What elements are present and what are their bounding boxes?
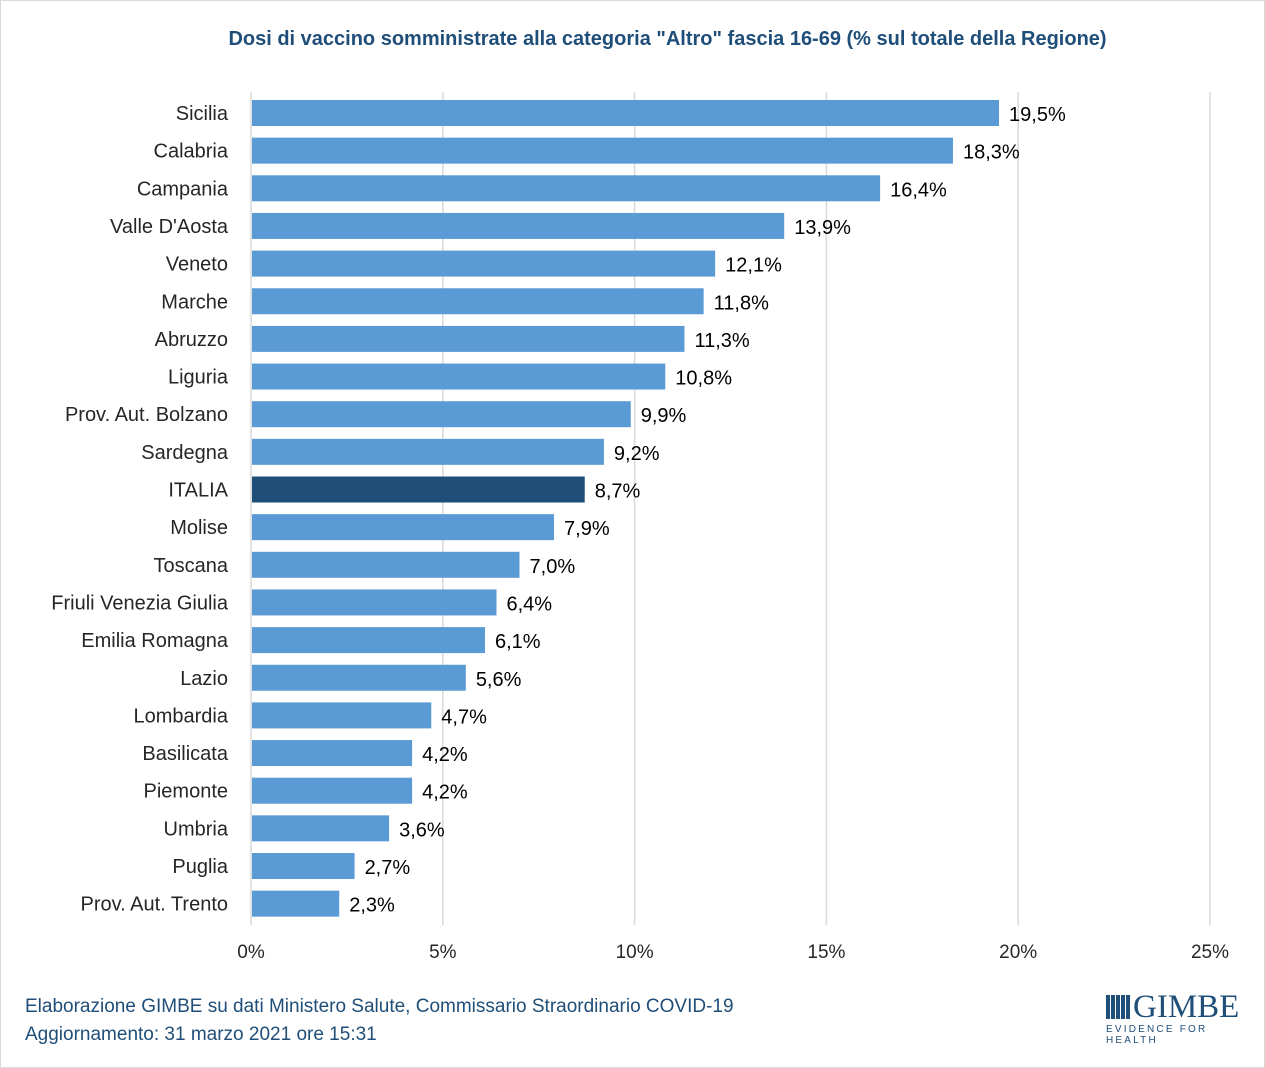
- x-axis-ticks: 0% 5% 10% 15% 20% 25%: [237, 942, 1229, 963]
- category-label: Campania: [137, 178, 229, 200]
- category-label: Toscana: [154, 555, 229, 577]
- bar-sicilia: [252, 100, 1000, 126]
- value-label: 4,2%: [422, 782, 468, 804]
- bar-prov-aut-bolzano: [252, 401, 631, 428]
- value-label: 19,5%: [1009, 104, 1066, 126]
- x-tick-label: 0%: [237, 942, 265, 963]
- value-label: 3,6%: [399, 819, 445, 841]
- category-label: Valle D'Aosta: [110, 216, 229, 238]
- gimbe-logo: GIMBE EVIDENCE FOR HEALTH: [1106, 989, 1241, 1046]
- x-tick-label: 15%: [807, 942, 845, 963]
- bar-puglia: [252, 853, 355, 879]
- value-label: 10,8%: [675, 368, 732, 390]
- bar-valle-d-aosta: [252, 212, 785, 239]
- bars: [252, 100, 1000, 917]
- category-label: Sicilia: [176, 103, 229, 125]
- value-label: 6,4%: [507, 593, 553, 615]
- category-label: Friuli Venezia Giulia: [51, 592, 229, 614]
- category-label: Prov. Aut. Trento: [81, 894, 228, 916]
- value-label: 9,2%: [614, 443, 660, 465]
- category-label: Calabria: [154, 141, 229, 163]
- bar-friuli-venezia-giulia: [252, 589, 497, 616]
- category-label: Lazio: [180, 668, 228, 690]
- bar-campania: [252, 175, 881, 202]
- x-tick-label: 5%: [429, 942, 457, 963]
- value-label: 2,7%: [365, 857, 411, 879]
- source-note: Elaborazione GIMBE su dati Ministero Sal…: [25, 996, 734, 1017]
- value-label: 9,9%: [641, 405, 687, 427]
- bar-lombardia: [252, 702, 432, 729]
- value-label: 7,9%: [564, 518, 610, 540]
- category-label: Umbria: [164, 818, 229, 840]
- category-label: Veneto: [166, 254, 228, 276]
- category-label: Molise: [170, 517, 228, 539]
- value-label: 8,7%: [595, 481, 641, 503]
- category-label: Puglia: [172, 856, 228, 878]
- value-label: 16,4%: [890, 179, 947, 201]
- value-label: 2,3%: [349, 895, 395, 917]
- value-label: 4,2%: [422, 744, 468, 766]
- value-label: 6,1%: [495, 631, 541, 653]
- value-label: 5,6%: [476, 669, 522, 691]
- bar-umbria: [252, 815, 390, 842]
- bar-lazio: [252, 664, 466, 691]
- bar-emilia-romagna: [252, 627, 485, 654]
- category-label: Sardegna: [141, 442, 229, 464]
- value-label: 12,1%: [725, 255, 782, 277]
- bar-italia: [252, 476, 585, 503]
- logo-tagline: EVIDENCE FOR HEALTH: [1106, 1024, 1208, 1046]
- x-tick-label: 25%: [1191, 942, 1229, 963]
- bar-marche: [252, 288, 704, 315]
- value-label: 4,7%: [441, 706, 487, 728]
- logo-name: GIMBE: [1133, 989, 1240, 1025]
- category-label: Emilia Romagna: [81, 630, 229, 652]
- category-labels: Sicilia Calabria Campania Valle D'Aosta Vene…: [51, 103, 229, 916]
- update-timestamp: Aggiornamento: 31 marzo 2021 ore 15:31: [25, 1024, 377, 1045]
- bar-sardegna: [252, 438, 604, 465]
- category-label: Marche: [161, 291, 228, 313]
- bar-veneto: [252, 250, 716, 277]
- category-label: Piemonte: [144, 781, 229, 803]
- x-tick-label: 20%: [999, 942, 1037, 963]
- category-label: Abruzzo: [155, 329, 228, 351]
- value-label: 18,3%: [963, 142, 1020, 164]
- bar-basilicata: [252, 740, 413, 767]
- bar-toscana: [252, 551, 520, 578]
- logo-grid-icon: [1106, 995, 1130, 1019]
- category-label: Liguria: [168, 367, 229, 389]
- bar-prov-aut-trento: [252, 890, 340, 917]
- value-labels: 19,5% 18,3% 16,4% 13,9% 12,1% 11,8% 11,3% 10,8%…: [349, 104, 1066, 917]
- category-label: Lombardia: [133, 705, 228, 727]
- bar-liguria: [252, 363, 666, 390]
- bar-piemonte: [252, 777, 413, 804]
- chart-title: Dosi di vaccino somministrate alla categ…: [228, 28, 1107, 50]
- value-label: 13,9%: [794, 217, 851, 239]
- x-tick-label: 10%: [616, 942, 654, 963]
- category-label: ITALIA: [168, 480, 228, 502]
- bar-abruzzo: [252, 325, 685, 352]
- bar-molise: [252, 514, 555, 541]
- value-label: 11,3%: [694, 330, 749, 352]
- value-label: 7,0%: [530, 556, 576, 578]
- category-label: Basilicata: [142, 743, 228, 765]
- bar-calabria: [252, 137, 953, 164]
- value-label: 11,8%: [714, 292, 769, 314]
- category-label: Prov. Aut. Bolzano: [65, 404, 228, 426]
